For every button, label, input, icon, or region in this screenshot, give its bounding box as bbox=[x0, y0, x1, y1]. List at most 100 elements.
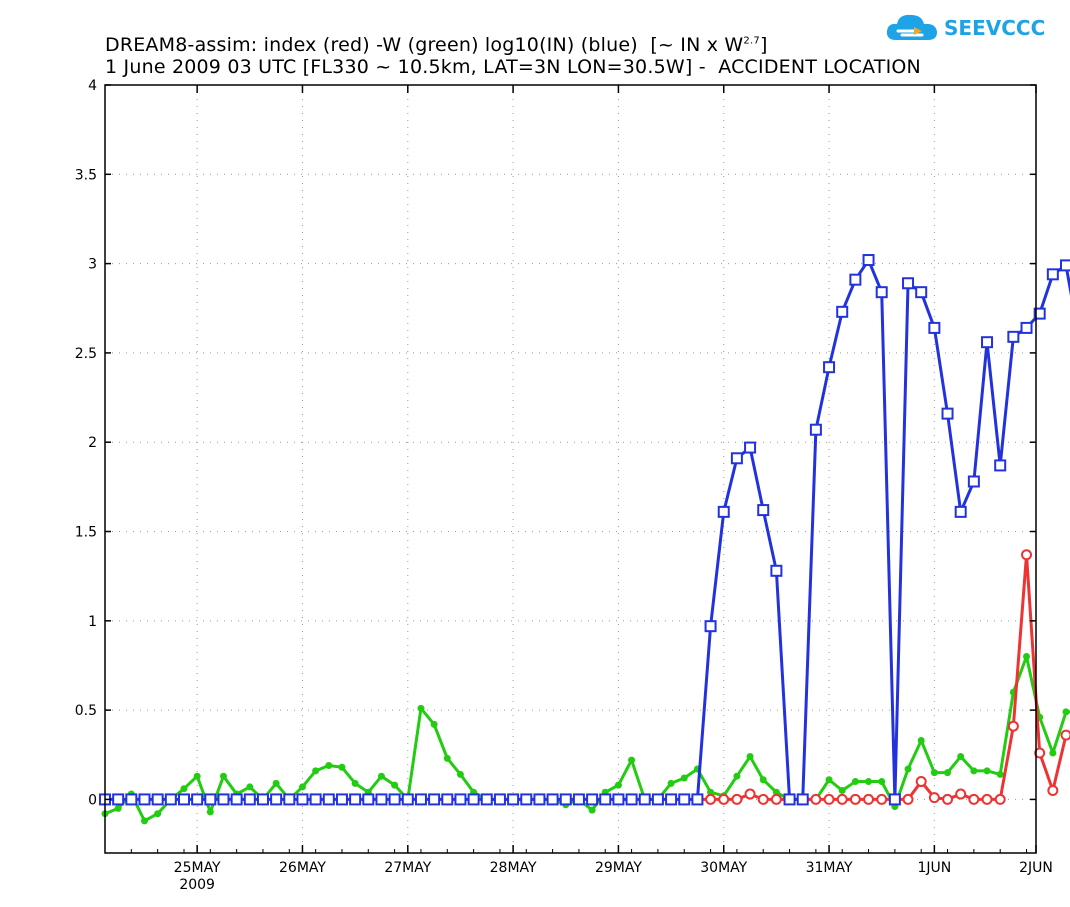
y-tick-label: 3 bbox=[88, 257, 97, 273]
data-point-dot bbox=[430, 720, 438, 728]
x-tick-label: 29MAY bbox=[595, 860, 642, 876]
data-point-square bbox=[507, 793, 520, 806]
data-point-circle bbox=[718, 793, 730, 805]
data-point-dot bbox=[272, 779, 280, 787]
data-point-dot bbox=[246, 783, 254, 791]
data-point-dot bbox=[114, 804, 122, 812]
data-point-square bbox=[1033, 307, 1046, 320]
data-point-dot bbox=[851, 778, 859, 786]
data-point-dot bbox=[377, 772, 385, 780]
data-point-square bbox=[362, 793, 375, 806]
data-point-square bbox=[638, 793, 651, 806]
data-point-square bbox=[678, 793, 691, 806]
data-point-square bbox=[493, 793, 506, 806]
data-point-dot bbox=[825, 776, 833, 784]
data-point-dot bbox=[351, 779, 359, 787]
data-point-square bbox=[428, 793, 441, 806]
data-point-circle bbox=[757, 793, 769, 805]
data-point-square bbox=[770, 564, 783, 577]
data-point-square bbox=[625, 793, 638, 806]
cloud-icon bbox=[886, 14, 937, 40]
data-point-circle bbox=[876, 793, 888, 805]
y-tick-label: 0.5 bbox=[75, 703, 97, 719]
data-point-circle bbox=[810, 793, 822, 805]
x-tick-sublabel: 2009 bbox=[179, 877, 215, 893]
chart-title-line2: 1 June 2009 03 UTC [FL330 ~ 10.5km, LAT=… bbox=[105, 56, 921, 78]
data-point-circle bbox=[981, 793, 993, 805]
data-point-dot bbox=[667, 779, 675, 787]
y-tick-label: 2.5 bbox=[75, 346, 97, 362]
data-point-square bbox=[599, 793, 612, 806]
data-point-dot bbox=[838, 786, 846, 794]
title-line1-end: ] bbox=[759, 34, 768, 56]
data-point-square bbox=[928, 321, 941, 334]
data-point-square bbox=[967, 475, 980, 488]
data-point-dot bbox=[193, 772, 201, 780]
data-point-dot bbox=[391, 781, 399, 789]
data-point-square bbox=[757, 504, 770, 517]
data-point-square bbox=[717, 505, 730, 518]
data-point-dot bbox=[180, 785, 188, 793]
data-point-square bbox=[941, 407, 954, 420]
data-point-square bbox=[375, 793, 388, 806]
data-point-square bbox=[480, 793, 493, 806]
data-point-circle bbox=[902, 793, 914, 805]
data-point-square bbox=[981, 336, 994, 349]
x-tick-label: 2JUN bbox=[1019, 860, 1053, 876]
data-point-dot bbox=[325, 761, 333, 769]
data-point-square bbox=[125, 793, 138, 806]
data-point-square bbox=[230, 793, 243, 806]
series-layer bbox=[99, 254, 1070, 825]
data-point-square bbox=[651, 793, 664, 806]
data-point-dot bbox=[680, 774, 688, 782]
data-point-square bbox=[1046, 268, 1059, 281]
data-point-dot bbox=[904, 765, 912, 773]
data-point-dot bbox=[733, 772, 741, 780]
data-point-square bbox=[414, 793, 427, 806]
data-point-square bbox=[349, 793, 362, 806]
data-point-square bbox=[204, 793, 217, 806]
data-point-dot bbox=[1023, 653, 1031, 661]
x-tick-label: 27MAY bbox=[384, 860, 431, 876]
data-point-dot bbox=[878, 778, 886, 786]
data-point-dot bbox=[588, 806, 596, 814]
data-point-dot bbox=[772, 788, 780, 796]
data-point-circle bbox=[968, 793, 980, 805]
data-point-square bbox=[704, 620, 717, 633]
data-point-circle bbox=[731, 793, 743, 805]
data-point-square bbox=[454, 793, 467, 806]
data-point-circle bbox=[823, 793, 835, 805]
data-point-square bbox=[283, 793, 296, 806]
data-point-square bbox=[177, 793, 190, 806]
series-log10-in- bbox=[99, 254, 1070, 806]
x-tick-label: 30MAY bbox=[700, 860, 747, 876]
data-point-circle bbox=[1047, 784, 1059, 796]
data-point-dot bbox=[312, 767, 320, 775]
y-tick-label: 2 bbox=[88, 435, 97, 451]
data-point-circle bbox=[915, 776, 927, 788]
series-index bbox=[691, 549, 1070, 805]
data-point-dot bbox=[298, 783, 306, 791]
data-point-circle bbox=[705, 793, 717, 805]
data-point-square bbox=[309, 793, 322, 806]
data-point-dot bbox=[746, 753, 754, 761]
data-point-square bbox=[823, 361, 836, 374]
data-point-square bbox=[809, 423, 822, 436]
plot-frame bbox=[104, 84, 1037, 854]
data-point-square bbox=[862, 254, 875, 267]
data-point-dot bbox=[917, 736, 925, 744]
data-point-dot bbox=[957, 753, 965, 761]
data-point-circle bbox=[1034, 747, 1046, 759]
y-tick-label: 1.5 bbox=[75, 525, 97, 541]
data-point-square bbox=[151, 793, 164, 806]
data-point-dot bbox=[206, 808, 214, 816]
data-point-circle bbox=[1060, 729, 1070, 741]
data-point-dot bbox=[707, 788, 715, 796]
series-line bbox=[105, 258, 1070, 801]
data-point-dot bbox=[930, 769, 938, 777]
data-point-square bbox=[783, 793, 796, 806]
data-point-square bbox=[520, 793, 533, 806]
data-point-dot bbox=[865, 778, 873, 786]
data-point-square bbox=[559, 793, 572, 806]
x-tick-label: 1JUN bbox=[917, 860, 951, 876]
